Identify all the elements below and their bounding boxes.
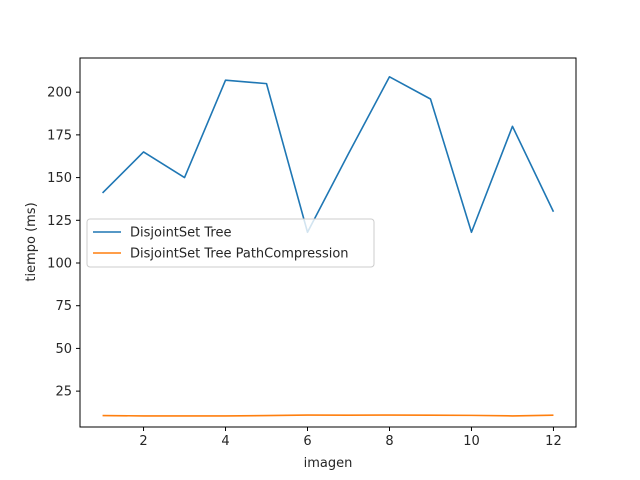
legend-box <box>86 218 375 268</box>
series-line-2 <box>102 414 554 417</box>
y-tick-label: 50 <box>55 342 72 357</box>
x-tick-label: 10 <box>463 434 480 449</box>
series-line-1 <box>101 75 555 234</box>
x-tick-label: 6 <box>303 434 311 449</box>
y-tick-label: 175 <box>47 128 72 143</box>
y-tick-label: 75 <box>55 299 72 314</box>
y-axis-ticks: 25 50 75 100 125 150 175 200 <box>47 86 80 400</box>
x-tick-label: 2 <box>139 434 147 449</box>
y-tick-label: 200 <box>47 86 72 101</box>
y-tick-label: 125 <box>47 214 72 229</box>
x-axis-ticks: 2 4 6 8 10 12 <box>139 427 562 449</box>
legend: DisjointSet Tree DisjointSet Tree PathCom… <box>86 218 375 268</box>
legend-label: DisjointSet Tree <box>130 226 231 241</box>
axes-layer <box>79 57 577 428</box>
x-axis-label: imagen <box>304 456 353 471</box>
x-tick-label: 8 <box>385 434 393 449</box>
x-tick-label: 4 <box>221 434 229 449</box>
x-tick-label: 12 <box>545 434 562 449</box>
y-axis-label: tiempo (ms) <box>24 202 39 281</box>
plot-frame <box>79 57 577 428</box>
y-tick-label: 100 <box>47 257 72 272</box>
series-layer <box>101 75 555 417</box>
y-tick-label: 150 <box>47 171 72 186</box>
y-tick-label: 25 <box>55 385 72 400</box>
legend-label: DisjointSet Tree PathCompression <box>130 247 349 262</box>
